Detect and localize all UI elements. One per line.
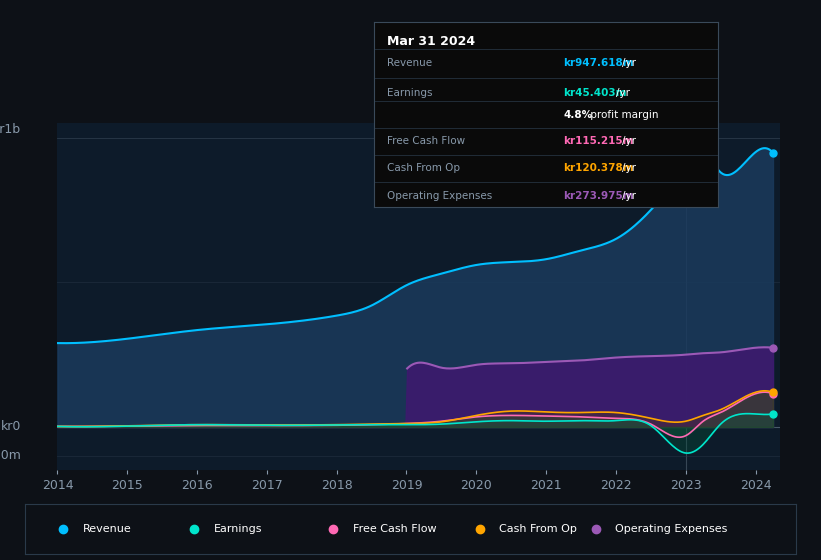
Text: kr115.215m: kr115.215m <box>563 136 634 146</box>
Text: kr0: kr0 <box>1 421 21 433</box>
Text: Earnings: Earnings <box>213 524 262 534</box>
Text: Cash From Op: Cash From Op <box>388 164 461 174</box>
Text: /yr: /yr <box>621 136 635 146</box>
Text: Free Cash Flow: Free Cash Flow <box>388 136 466 146</box>
Text: Mar 31 2024: Mar 31 2024 <box>388 35 475 48</box>
Text: /yr: /yr <box>621 58 635 68</box>
Text: kr273.975m: kr273.975m <box>563 191 634 201</box>
Text: kr120.378m: kr120.378m <box>563 164 634 174</box>
Text: profit margin: profit margin <box>587 110 658 120</box>
Text: /yr: /yr <box>616 87 630 97</box>
Text: Revenue: Revenue <box>83 524 131 534</box>
Text: -kr100m: -kr100m <box>0 450 21 463</box>
Text: Operating Expenses: Operating Expenses <box>388 191 493 201</box>
Text: kr1b: kr1b <box>0 123 21 136</box>
Text: kr947.618m: kr947.618m <box>563 58 634 68</box>
Text: kr45.403m: kr45.403m <box>563 87 626 97</box>
Text: Cash From Op: Cash From Op <box>499 524 577 534</box>
Text: /yr: /yr <box>621 164 635 174</box>
Text: Revenue: Revenue <box>388 58 433 68</box>
Text: Earnings: Earnings <box>388 87 433 97</box>
Text: 4.8%: 4.8% <box>563 110 592 120</box>
Text: Free Cash Flow: Free Cash Flow <box>353 524 436 534</box>
Text: Operating Expenses: Operating Expenses <box>615 524 727 534</box>
Text: /yr: /yr <box>621 191 635 201</box>
